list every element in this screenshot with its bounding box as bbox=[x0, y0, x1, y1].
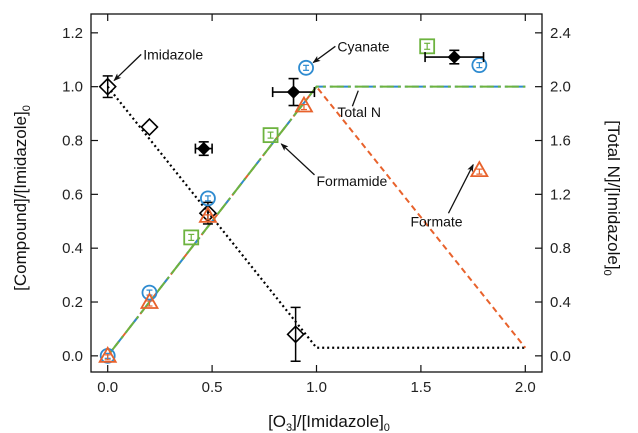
y-left-tick-label: 1.0 bbox=[62, 79, 83, 96]
triangle-marker bbox=[469, 160, 489, 178]
formamide-point bbox=[262, 127, 279, 144]
formate-point bbox=[139, 292, 160, 309]
cyanate-point bbox=[298, 59, 314, 76]
imidazole-model-line bbox=[106, 85, 526, 349]
x-tick-label: 0.5 bbox=[202, 379, 223, 396]
imidazole-point bbox=[98, 75, 117, 99]
square-marker bbox=[262, 127, 279, 144]
x-tick-label: 0.0 bbox=[97, 379, 118, 396]
total_n-point bbox=[424, 49, 485, 65]
diamond-marker bbox=[98, 77, 117, 96]
circle-marker bbox=[141, 284, 158, 301]
y-right-tick-label: 2.0 bbox=[550, 79, 571, 96]
formamide-model-line bbox=[106, 85, 526, 357]
y-right-tick-label: 1.2 bbox=[550, 186, 571, 203]
annotation-total-n: Total N bbox=[337, 90, 381, 120]
triangle-marker bbox=[294, 95, 314, 113]
annotation-label: Total N bbox=[337, 104, 381, 120]
formate-point bbox=[469, 160, 489, 178]
total_n-point bbox=[271, 77, 316, 107]
filled-diamond-marker bbox=[447, 50, 462, 64]
square-marker bbox=[419, 38, 436, 55]
data-points bbox=[98, 38, 489, 364]
diamond-marker bbox=[140, 117, 159, 137]
y-right-tick-label: 1.6 bbox=[550, 133, 571, 150]
cyanate-model-line bbox=[106, 85, 526, 357]
annotation-label: Cyanate bbox=[337, 38, 389, 54]
x-tick-label: 1.0 bbox=[306, 379, 327, 396]
y-right-tick-label: 0.4 bbox=[550, 294, 571, 311]
imidazole-point bbox=[140, 117, 159, 137]
annotation-arrow bbox=[280, 143, 315, 176]
y-right-tick-label: 2.4 bbox=[550, 25, 571, 42]
annotation-leader bbox=[351, 90, 359, 107]
filled-diamond-marker bbox=[197, 141, 211, 156]
x-axis-label: [O3]/[Imidazole]0 bbox=[268, 412, 390, 433]
annotation-arrow bbox=[312, 45, 336, 64]
triangle-marker bbox=[98, 346, 118, 363]
y-left-tick-label: 0.8 bbox=[62, 133, 83, 150]
circle-marker bbox=[200, 190, 216, 207]
triangle-marker bbox=[139, 292, 160, 309]
annotation-label: Formamide bbox=[317, 173, 388, 189]
y-left-tick-label: 0.2 bbox=[62, 294, 83, 311]
y-left-tick-label: 0.0 bbox=[62, 348, 83, 365]
plot-frame bbox=[90, 13, 543, 373]
y-right-tick-label: 0.8 bbox=[550, 240, 571, 257]
x-tick-label: 1.5 bbox=[410, 379, 431, 396]
annotation-arrow bbox=[113, 53, 142, 82]
annotation-cyanate: Cyanate bbox=[312, 38, 390, 64]
formamide-point bbox=[183, 229, 200, 246]
formate-point bbox=[294, 95, 314, 113]
cyanate-point bbox=[200, 190, 216, 207]
y-right-tick-label: 0.0 bbox=[550, 348, 571, 365]
annotation-formamide: Formamide bbox=[280, 143, 388, 189]
circle-marker bbox=[298, 59, 314, 76]
annotation-label: Imidazole bbox=[143, 46, 203, 62]
circle-marker bbox=[471, 57, 488, 74]
y-axis-right-label: [Total N]/[Imidazole]0 bbox=[601, 120, 623, 275]
total_n-point bbox=[194, 141, 213, 157]
x-tick-label: 2.0 bbox=[515, 379, 536, 396]
triangle-marker bbox=[198, 206, 218, 223]
formamide-point bbox=[419, 38, 436, 55]
annotation-formate: Formate bbox=[410, 163, 474, 229]
model-lines bbox=[106, 85, 527, 357]
axis-ticks: 0.0 0.5 1.0 1.5 2.0 0.0 0.2 0.4 0.6 0.8 1.0 1.2 0.0 0… bbox=[62, 14, 571, 396]
formate-point bbox=[198, 206, 218, 223]
annotation-imidazole: Imidazole bbox=[113, 46, 203, 82]
y-left-tick-label: 0.4 bbox=[62, 240, 83, 257]
imidazole-point bbox=[286, 306, 305, 362]
annotation-arrow bbox=[447, 163, 474, 214]
annotation-label: Formate bbox=[410, 213, 462, 229]
y-axis-left-label: [Compound]/[Imidazole]0 bbox=[11, 105, 33, 291]
annotations: Imidazole Cyanate Formamide Formate Total N bbox=[113, 38, 474, 229]
formate-point bbox=[98, 346, 118, 363]
formate-model-line bbox=[106, 85, 527, 357]
cyanate-point bbox=[471, 57, 488, 74]
square-marker bbox=[183, 229, 200, 246]
y-left-tick-label: 0.6 bbox=[62, 186, 83, 203]
filled-diamond-marker bbox=[286, 85, 301, 99]
diamond-marker bbox=[286, 325, 305, 344]
y-left-tick-label: 1.2 bbox=[62, 25, 83, 42]
